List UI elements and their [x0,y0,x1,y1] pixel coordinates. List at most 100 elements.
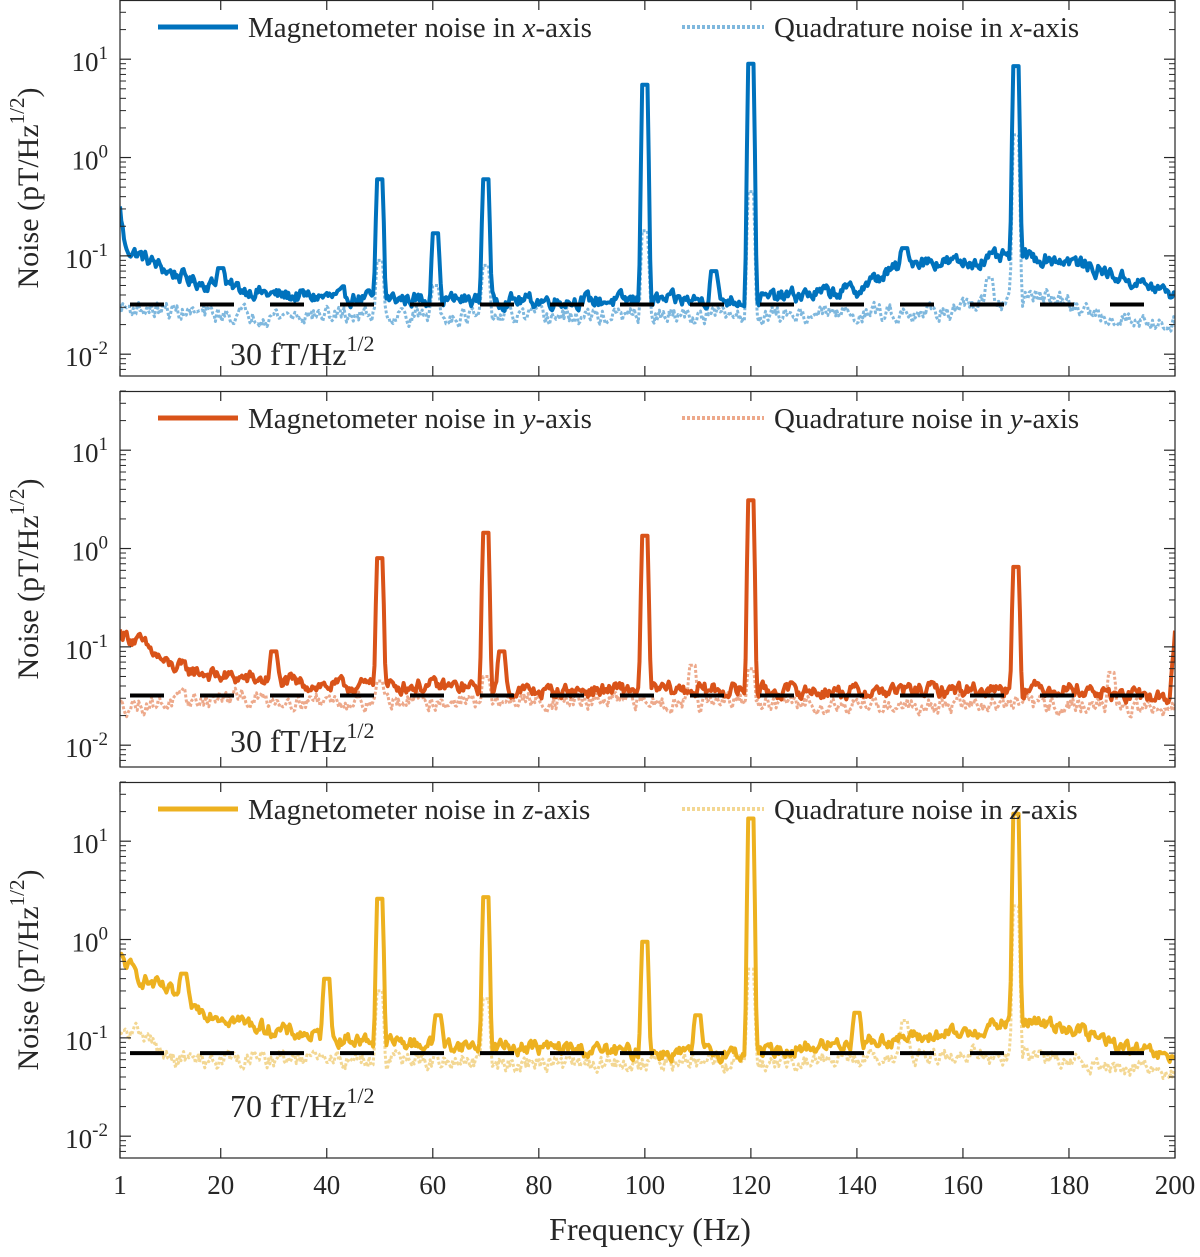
panel-z-axis: 1 20 40 60 80 100 120 140 160 180 20010-210-110010… [5,781,1195,1200]
y-tick-base: 10 [65,733,92,763]
y-tick-exponent: -2 [92,338,108,359]
legend-label-quadrature: Quadrature noise in z-axis [774,794,1078,826]
y-tick-exponent: 1 [99,434,109,455]
y-tick-label: 10-1 [65,631,108,665]
x-tick-label: 120 [731,1170,772,1200]
legend-axis-letter: y [520,403,536,435]
x-tick-label: 20 [207,1170,234,1200]
y-tick-exponent: 0 [99,533,109,554]
y-tick-exponent: -1 [92,1022,108,1043]
y-tick-base: 10 [72,146,99,176]
legend-text: Magnetometer noise in [248,794,523,826]
quadrature-noise-series [120,904,1175,1080]
legend-suffix: -axis [1023,12,1079,44]
y-tick-base: 10 [72,438,99,468]
magnetometer-noise-series [120,811,1175,1065]
y-axis-label-close: ) [12,479,45,489]
y-tick-exponent: -2 [92,729,108,750]
y-tick-label: 10-1 [65,240,108,274]
legend: Magnetometer noise in x-axis Quadrature n… [158,12,1079,44]
y-tick-base: 10 [72,829,99,859]
reference-label: 30 fT/Hz1/2 [230,718,375,759]
y-axis-label: Noise (pT/Hz1/2) [5,88,45,289]
plot-area [120,811,1175,1080]
legend: Magnetometer noise in y-axis Quadrature n… [158,403,1079,435]
legend: Magnetometer noise in z-axis Quadrature n… [158,794,1078,826]
y-axis-label-close: ) [12,88,45,98]
legend-label-quadrature: Quadrature noise in y-axis [774,403,1079,435]
legend-axis-letter: z [1009,794,1021,826]
y-tick-exponent: -2 [92,1120,108,1141]
y-tick-label: 10-2 [65,729,108,763]
x-axis-label: Frequency (Hz) [549,1211,751,1247]
legend-label-magnetometer: Magnetometer noise in y-axis [248,403,592,435]
y-tick-base: 10 [65,635,92,665]
x-tick-label: 160 [943,1170,984,1200]
reference-label-exponent: 1/2 [346,718,374,743]
reference-label-text: 30 fT/Hz [230,336,346,372]
plot-area [120,61,1175,334]
y-tick-base: 10 [65,342,92,372]
y-tick-label: 100 [72,142,109,176]
reference-label-text: 70 fT/Hz [230,1088,346,1124]
y-tick-base: 10 [65,244,92,274]
legend-text: Quadrature noise in [774,403,1010,435]
y-tick-base: 10 [72,537,99,567]
legend-text: Magnetometer noise in [248,403,523,435]
legend-text: Magnetometer noise in [248,12,523,44]
y-axis-label-exponent: 1/2 [5,880,29,907]
quadrature-noise-series [120,133,1175,334]
legend-label-quadrature: Quadrature noise in x-axis [774,12,1079,44]
y-axis-label-close: ) [12,870,45,880]
legend-label-magnetometer: Magnetometer noise in z-axis [248,794,590,826]
y-tick-exponent: 0 [99,924,109,945]
y-axis-label-exponent: 1/2 [5,98,29,125]
y-tick-label: 101 [72,43,109,77]
magnetometer-noise-series [120,61,1175,313]
reference-label: 30 fT/Hz1/2 [230,331,375,372]
magnetometer-noise-series [120,498,1175,706]
axes-box [119,781,1176,1159]
legend-text: Quadrature noise in [774,794,1010,826]
y-tick-label: 10-2 [65,338,108,372]
y-tick-base: 10 [65,1124,92,1154]
x-tick-label: 180 [1049,1170,1090,1200]
legend-suffix: -axis [534,794,590,826]
x-tick-label: 40 [313,1170,340,1200]
legend-suffix: -axis [1021,794,1077,826]
legend-text: Quadrature noise in [774,12,1010,44]
legend-label-magnetometer: Magnetometer noise in x-axis [248,12,592,44]
legend-axis-letter: y [1007,403,1023,435]
y-tick-label: 101 [72,434,109,468]
axes-box [119,0,1176,377]
reference-label-text: 30 fT/Hz [230,723,346,759]
y-axis-label-text: Noise (pT/Hz [12,515,45,679]
legend-suffix: -axis [1023,403,1079,435]
plot-area [120,498,1175,719]
y-tick-exponent: 1 [99,825,109,846]
legend-axis-letter: x [1009,12,1023,44]
y-tick-label: 10-1 [65,1022,108,1056]
y-tick-label: 100 [72,924,109,958]
x-tick-label: 1 [113,1170,127,1200]
y-tick-exponent: -1 [92,631,108,652]
y-tick-exponent: -1 [92,240,108,261]
x-tick-label: 100 [625,1170,666,1200]
legend-axis-letter: x [522,12,536,44]
y-tick-label: 101 [72,825,109,859]
y-tick-exponent: 0 [99,142,109,163]
reference-label: 70 fT/Hz1/2 [230,1083,375,1124]
reference-label-exponent: 1/2 [346,331,374,356]
y-tick-label: 10-2 [65,1120,108,1154]
y-axis-label: Noise (pT/Hz1/2) [5,479,45,680]
y-tick-base: 10 [65,1026,92,1056]
legend-axis-letter: z [522,794,534,826]
y-axis-label-text: Noise (pT/Hz [12,906,45,1070]
legend-suffix: -axis [536,403,592,435]
axes-box [119,390,1176,768]
y-tick-label: 100 [72,533,109,567]
